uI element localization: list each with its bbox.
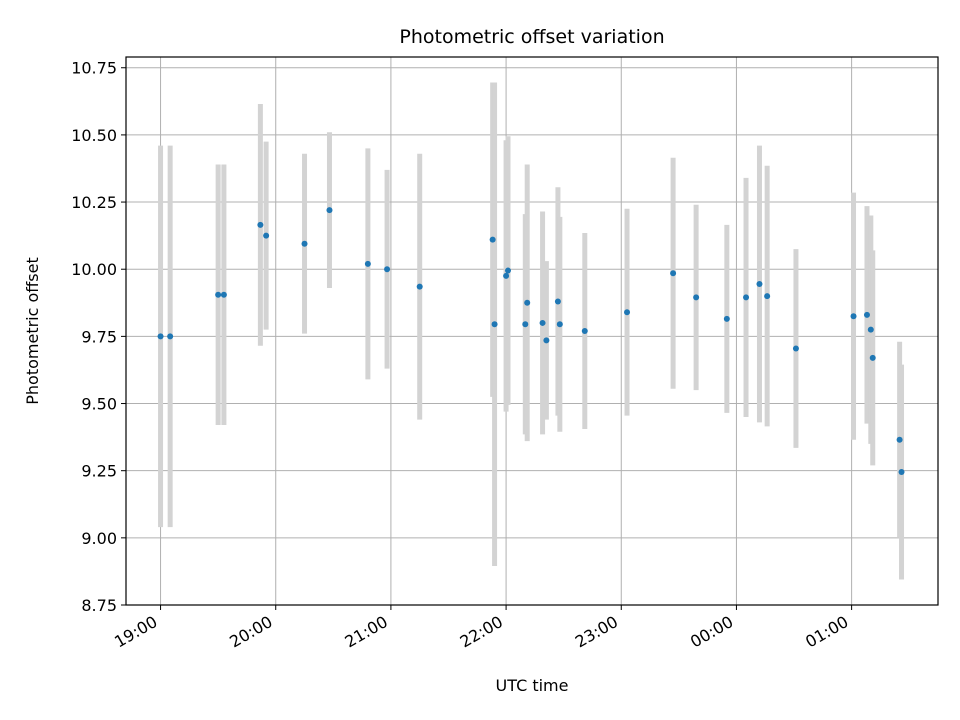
data-point	[863, 311, 870, 318]
data-points	[157, 207, 905, 476]
data-point	[539, 319, 546, 326]
data-point	[764, 293, 771, 300]
data-point	[850, 313, 857, 320]
y-tick-label: 10.75	[71, 59, 117, 78]
data-point	[693, 294, 700, 301]
plot-frame	[125, 56, 939, 606]
y-tick-label: 9.25	[81, 462, 117, 481]
y-axis-label: Photometric offset	[23, 257, 42, 405]
data-point	[543, 337, 550, 344]
data-point	[723, 315, 730, 322]
data-point	[215, 291, 222, 298]
data-point	[898, 469, 905, 476]
data-point	[257, 221, 264, 228]
chart-title: Photometric offset variation	[399, 26, 664, 48]
data-point	[326, 207, 333, 214]
data-point	[505, 267, 512, 274]
y-tick-label: 9.50	[81, 395, 117, 414]
data-point	[792, 345, 799, 352]
data-point	[743, 294, 750, 301]
y-tick-label: 10.25	[71, 193, 117, 212]
data-point	[220, 291, 227, 298]
data-point	[554, 298, 561, 305]
x-axis-label: UTC time	[496, 676, 569, 695]
data-point	[867, 326, 874, 333]
y-tick-label: 10.00	[71, 260, 117, 279]
y-tick-label: 10.50	[71, 126, 117, 145]
data-point	[869, 354, 876, 361]
y-tick-label: 9.00	[81, 529, 117, 548]
data-point	[756, 280, 763, 287]
data-point	[167, 333, 174, 340]
data-point	[624, 309, 631, 316]
data-point	[364, 260, 371, 267]
data-point	[489, 236, 496, 243]
data-point	[301, 240, 308, 247]
data-point	[416, 283, 423, 290]
data-point	[670, 270, 677, 277]
data-point	[556, 321, 563, 328]
data-point	[503, 272, 510, 279]
data-point	[384, 266, 391, 273]
y-tick-label: 9.75	[81, 327, 117, 346]
data-point	[491, 321, 498, 328]
data-point	[524, 299, 531, 306]
y-axis-ticks: 8.75 9.00 9.25 9.50 9.75 10.00 10.25 10.50 10.75	[71, 59, 126, 615]
data-point	[157, 333, 164, 340]
data-point	[263, 232, 270, 239]
data-point	[522, 321, 529, 328]
y-tick-label: 8.75	[81, 596, 117, 615]
data-point	[896, 436, 903, 443]
data-point	[581, 328, 588, 334]
